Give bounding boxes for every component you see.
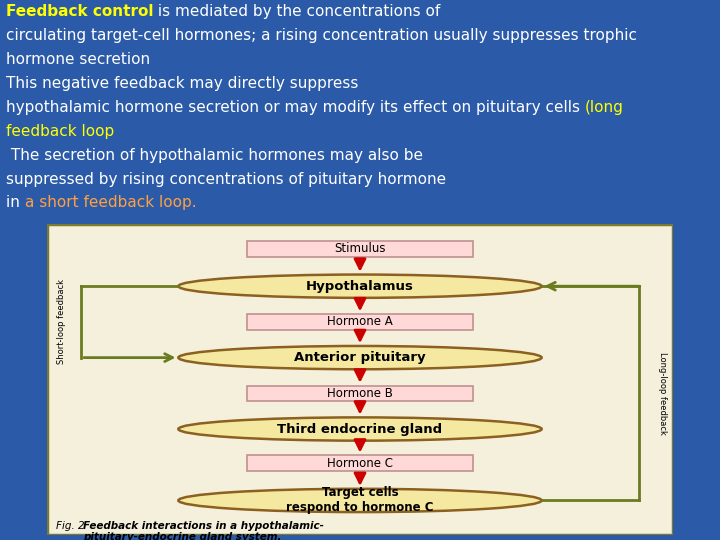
Ellipse shape [179, 417, 541, 441]
Text: Target cells
respond to hormone C: Target cells respond to hormone C [287, 487, 433, 515]
FancyBboxPatch shape [247, 455, 473, 471]
Text: Feedback interactions in a hypothalamic-
pituitary-endocrine gland system.: Feedback interactions in a hypothalamic-… [84, 521, 324, 540]
Ellipse shape [179, 346, 541, 369]
Text: Hormone C: Hormone C [327, 457, 393, 470]
FancyBboxPatch shape [47, 224, 673, 535]
Text: in: in [6, 195, 24, 211]
Text: Third endocrine gland: Third endocrine gland [277, 422, 443, 436]
Ellipse shape [179, 489, 541, 512]
FancyBboxPatch shape [247, 314, 473, 329]
Text: hormone secretion: hormone secretion [6, 52, 150, 67]
Text: Hormone A: Hormone A [327, 315, 393, 328]
Text: suppressed by rising concentrations of pituitary hormone: suppressed by rising concentrations of p… [6, 172, 446, 186]
Text: Hypothalamus: Hypothalamus [306, 280, 414, 293]
Text: Short-loop feedback: Short-loop feedback [57, 279, 66, 364]
Text: Hormone B: Hormone B [327, 387, 393, 400]
Text: (long: (long [585, 100, 624, 115]
Text: hypothalamic hormone secretion or may modify its effect on pituitary cells: hypothalamic hormone secretion or may mo… [6, 100, 585, 115]
Text: The secretion of hypothalamic hormones may also be: The secretion of hypothalamic hormones m… [6, 147, 423, 163]
FancyBboxPatch shape [247, 241, 473, 256]
Text: Fig. 2: Fig. 2 [56, 521, 91, 531]
Text: This negative feedback may directly suppress: This negative feedback may directly supp… [6, 76, 358, 91]
Text: Long-loop feedback: Long-loop feedback [658, 352, 667, 435]
Text: is mediated by the concentrations of: is mediated by the concentrations of [153, 4, 441, 19]
Text: Stimulus: Stimulus [334, 242, 386, 255]
Text: feedback loop: feedback loop [6, 124, 114, 139]
FancyBboxPatch shape [247, 386, 473, 401]
Text: circulating target-cell hormones; a rising concentration usually suppresses trop: circulating target-cell hormones; a risi… [6, 28, 636, 43]
Text: Feedback control: Feedback control [6, 4, 153, 19]
Text: Anterior pituitary: Anterior pituitary [294, 351, 426, 364]
Text: a short feedback loop.: a short feedback loop. [24, 195, 196, 211]
Ellipse shape [179, 274, 541, 298]
